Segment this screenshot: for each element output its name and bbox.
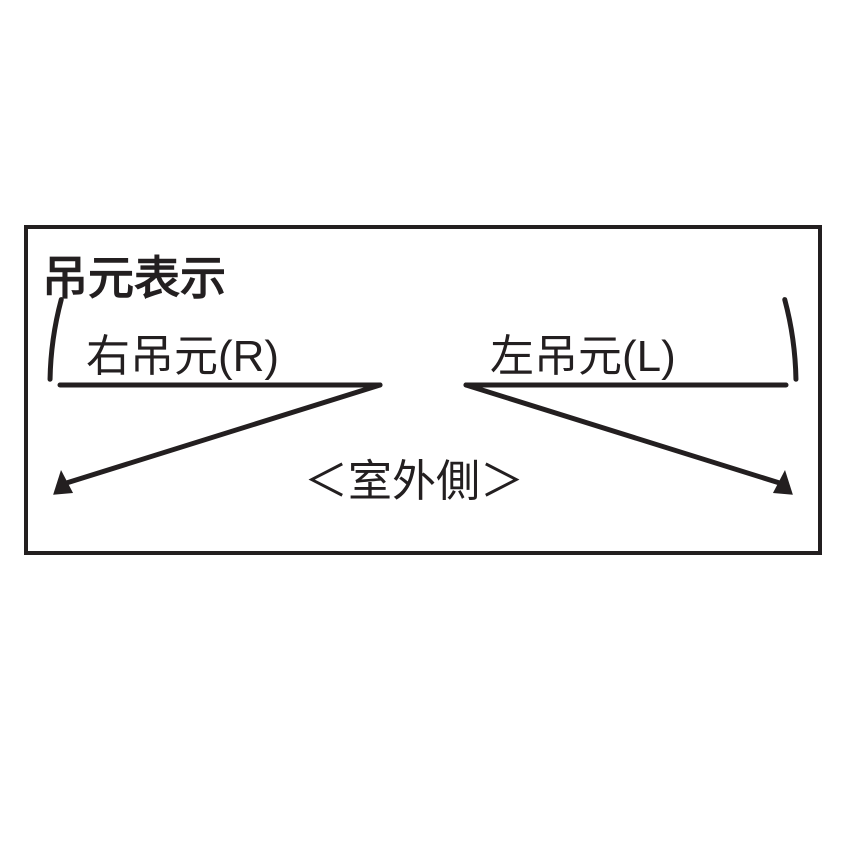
left-hinge-label: 左吊元(L) [490,320,676,384]
right-hinge-label: 右吊元(R) [86,320,279,384]
diagram-canvas: 吊元表示 右吊元(R) 左吊元(L) ＜室外側＞ [0,0,846,846]
title-label: 吊元表示 [42,242,226,308]
outside-label: ＜室外側＞ [304,445,524,509]
